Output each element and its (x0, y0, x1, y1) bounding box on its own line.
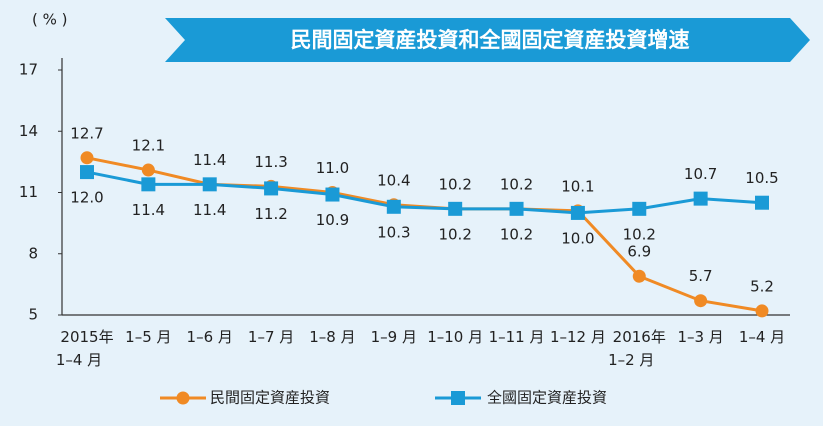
x-tick-label: 1–9 月 (371, 328, 417, 346)
point (693, 191, 708, 206)
value-label: 10.2 (438, 175, 471, 193)
value-label: 10.2 (500, 225, 533, 243)
series-line (86, 156, 763, 313)
y-tick-label: 14 (19, 122, 38, 140)
x-tick-label: 1–11 月 (489, 328, 545, 346)
point (755, 304, 769, 318)
point (632, 201, 647, 216)
value-label: 6.9 (627, 243, 651, 261)
point (325, 187, 340, 202)
point (632, 269, 646, 283)
value-label: 11.4 (193, 201, 226, 219)
point (570, 205, 585, 220)
value-label: 10.7 (684, 165, 717, 183)
y-unit: ( % ) (32, 11, 68, 29)
value-label: 10.9 (316, 211, 349, 229)
value-label: 10.3 (377, 223, 410, 241)
x-tick-label: 1–4 月 (739, 328, 785, 346)
x-tick-label: 1–12 月 (550, 328, 606, 346)
point (448, 201, 463, 216)
value-label: 12.0 (70, 189, 103, 207)
value-label: 10.2 (438, 225, 471, 243)
x-tick-label: 1–3 月 (677, 328, 723, 346)
point (755, 195, 769, 210)
value-label: 11.3 (254, 153, 287, 171)
value-label: 10.1 (561, 177, 594, 195)
value-label: 10.5 (745, 169, 778, 187)
value-label: 11.2 (254, 205, 287, 223)
point (386, 199, 401, 214)
title-banner (165, 18, 810, 62)
x-tick-label: 1–10 月 (427, 328, 483, 346)
value-label: 11.0 (316, 159, 349, 177)
series-line (86, 170, 763, 215)
legend-marker (451, 391, 465, 405)
legend-label: 全國固定資産投資 (487, 389, 607, 407)
value-label: 12.7 (70, 124, 103, 142)
value-label: 10.0 (561, 229, 594, 247)
x-tick-label: 2016年 1–2 月 (608, 328, 666, 369)
point (509, 201, 524, 216)
x-tick-label: 1–8 月 (309, 328, 355, 346)
point (202, 177, 217, 192)
legend-label: 民間固定資産投資 (210, 389, 330, 407)
value-label: 12.1 (132, 137, 165, 155)
y-tick-label: 8 (28, 244, 38, 262)
value-label: 5.2 (750, 277, 774, 295)
point (694, 294, 708, 308)
point (264, 181, 279, 196)
value-label: 10.2 (623, 225, 656, 243)
value-label: 10.2 (500, 175, 533, 193)
chart-title: 民間固定資産投資和全國固定資産投資增速 (291, 28, 690, 52)
legend-marker (176, 391, 190, 405)
y-tick-label: 11 (19, 183, 38, 201)
point (80, 151, 94, 165)
y-tick-label: 5 (28, 306, 38, 324)
point (80, 165, 94, 180)
value-label: 11.4 (132, 201, 165, 219)
y-tick-label: 17 (19, 61, 38, 79)
value-label: 5.7 (689, 267, 713, 285)
x-tick-label: 2015年 1–4 月 (56, 328, 114, 369)
x-tick-label: 1–7 月 (248, 328, 294, 346)
value-label: 10.4 (377, 171, 410, 189)
point (141, 177, 156, 192)
point (141, 163, 155, 177)
value-label: 11.4 (193, 151, 226, 169)
x-tick-label: 1–6 月 (187, 328, 233, 346)
x-tick-label: 1–5 月 (125, 328, 171, 346)
